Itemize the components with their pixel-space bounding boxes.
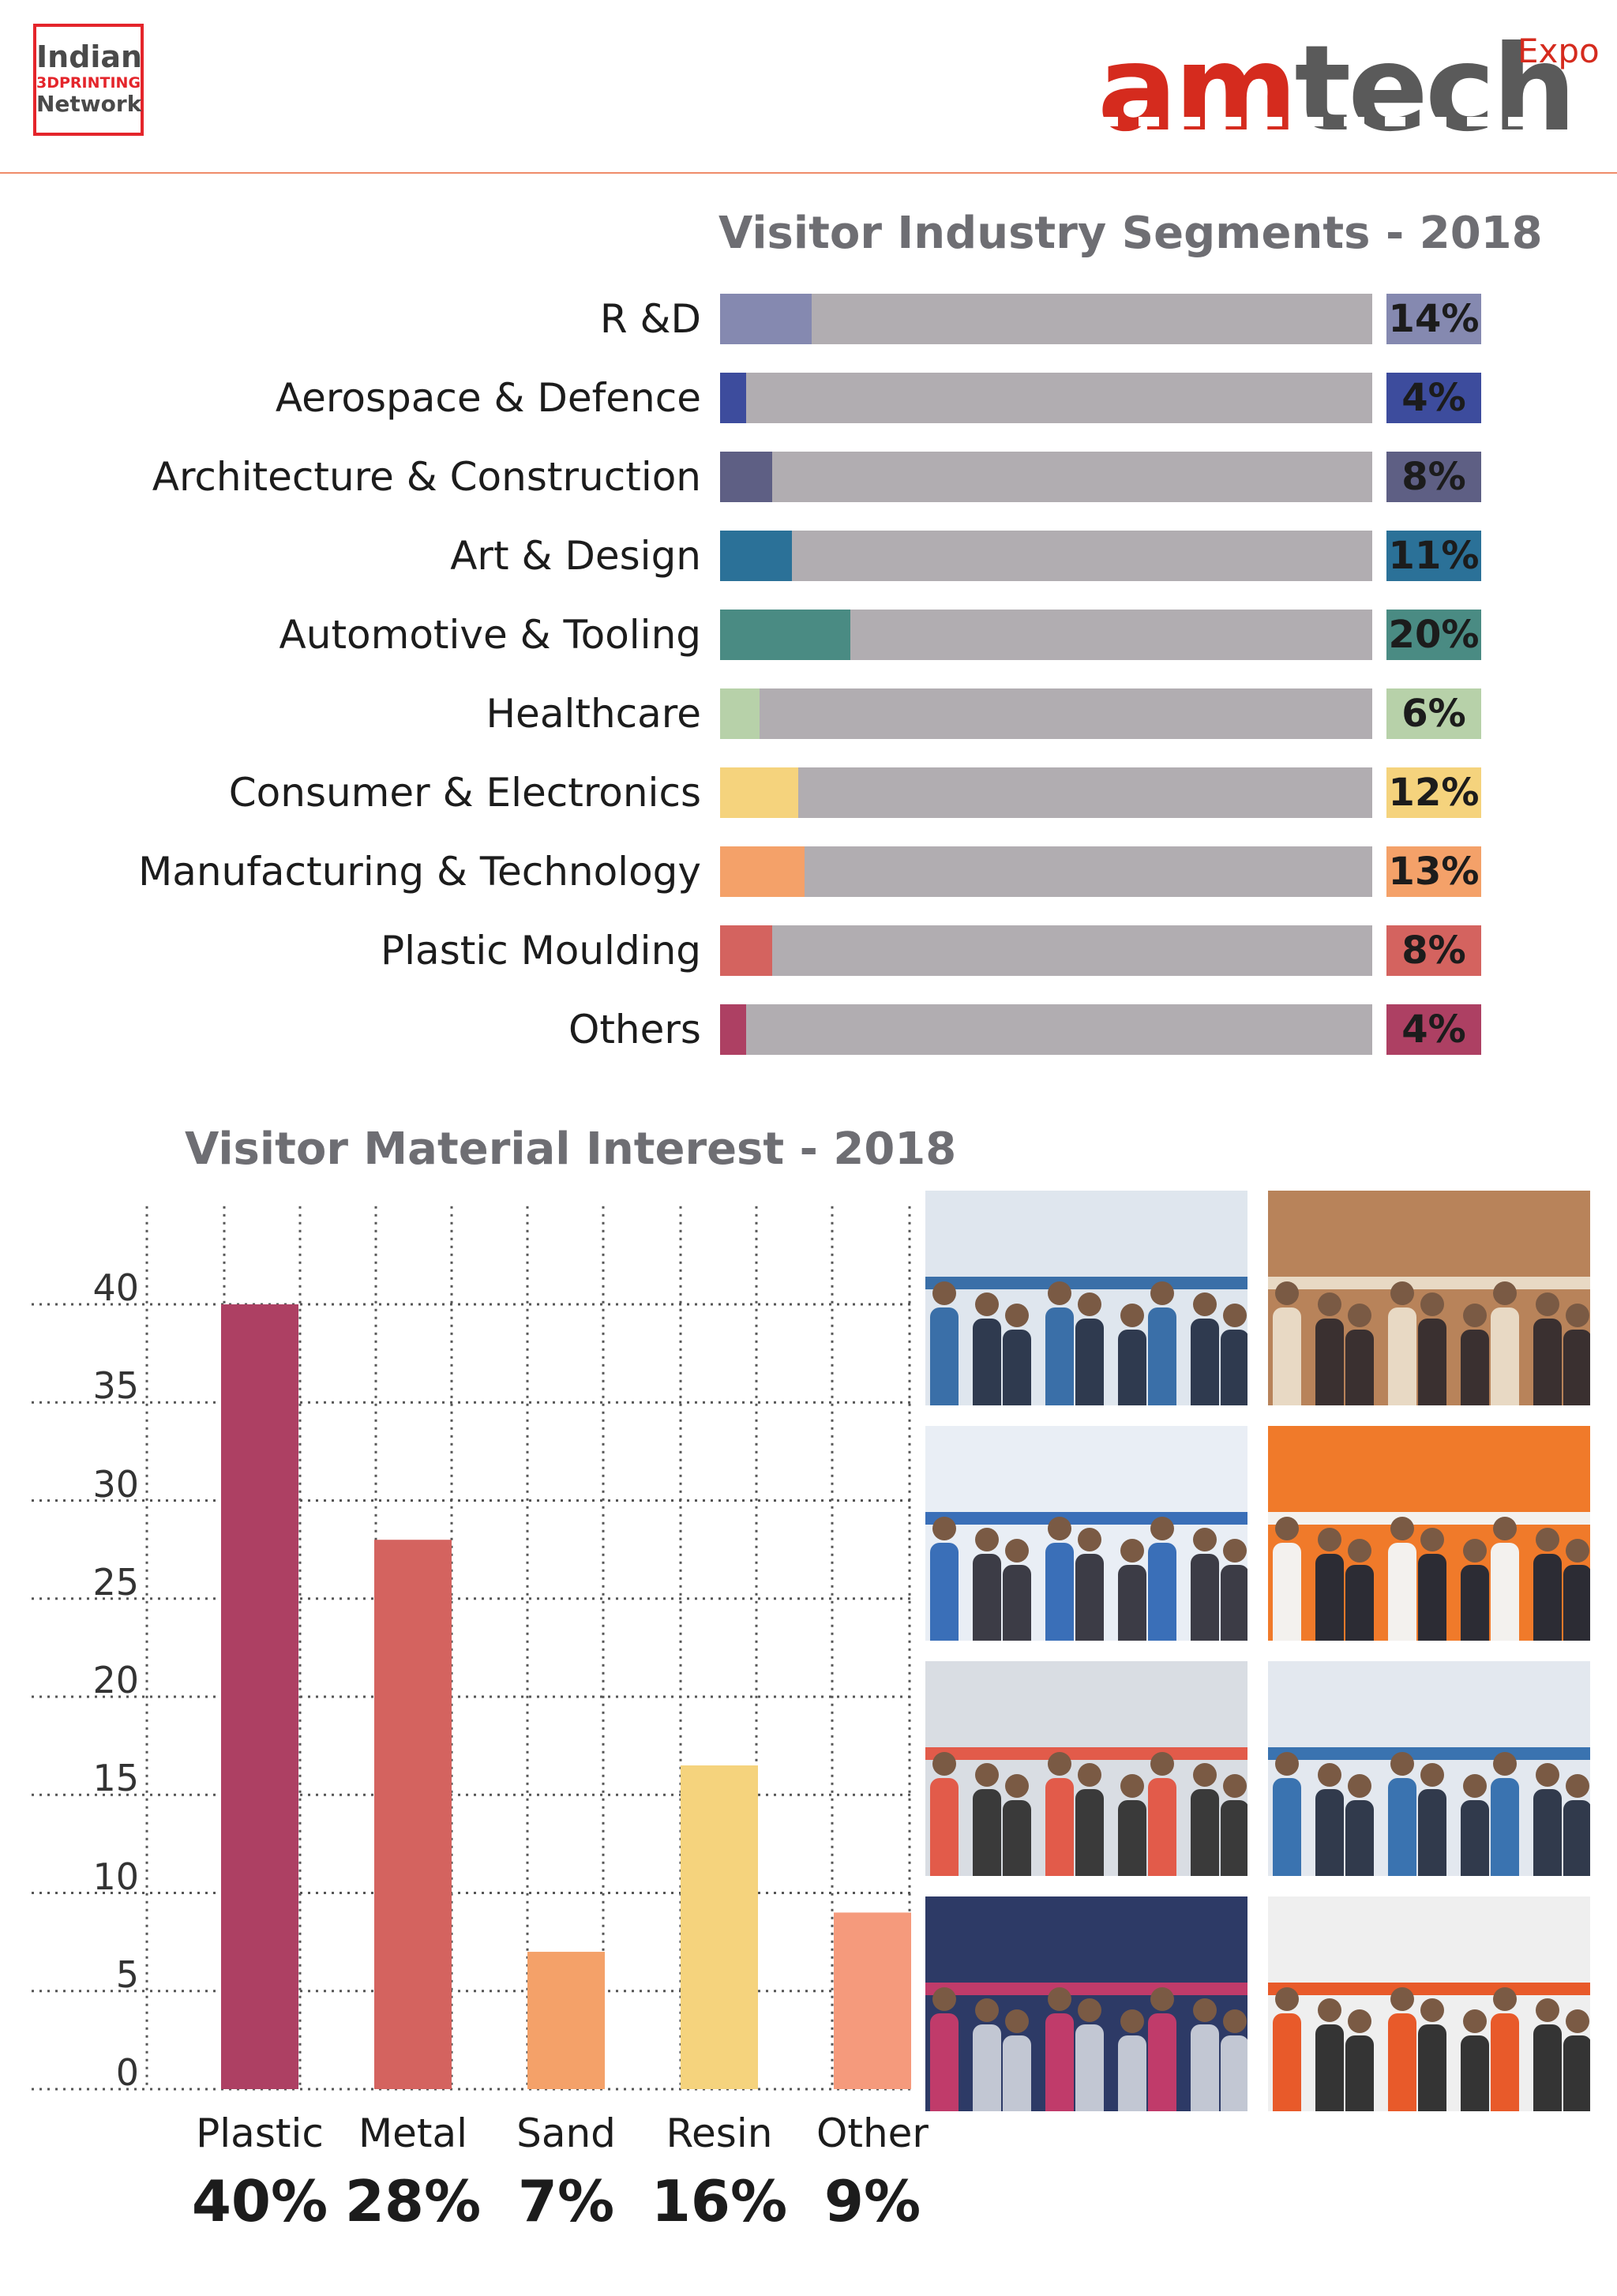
segment-bar-aerospace-defence [720, 373, 747, 423]
material-bar-metal [374, 1540, 452, 2089]
segment-track-art-design [720, 531, 1372, 581]
material-value-metal: 28% [344, 2168, 482, 2234]
expo-crowd-people-icon [930, 1281, 1247, 1405]
logo-line-2: 3DPRINTING [36, 74, 141, 92]
industry-chart-title: Visitor Industry Segments - 2018 [718, 208, 1543, 259]
brand-am: am [1097, 21, 1298, 158]
segment-bar-others [720, 1004, 747, 1055]
expo-crowd-photo [925, 1191, 1247, 1405]
y-tick-40: 40 [92, 1266, 139, 1309]
brand-wordmark: amtech [1097, 30, 1577, 148]
y-tick-20: 20 [92, 1659, 139, 1701]
y-tick-15: 15 [92, 1757, 139, 1800]
material-bar-other [834, 1912, 911, 2089]
segment-bar-r-d [720, 294, 812, 344]
segment-track-plastic-moulding [720, 925, 1372, 976]
material-chart-title: Visitor Material Interest - 2018 [185, 1124, 957, 1175]
segment-bar-architecture-construction [720, 452, 773, 502]
renishaw-booth-photo [1268, 1896, 1590, 2111]
brand-stripe [1097, 117, 1524, 126]
segment-value-consumer-electronics: 12% [1386, 767, 1481, 818]
imaginarium-booth-photo [925, 1426, 1247, 1641]
segment-value-automotive-tooling: 20% [1386, 610, 1481, 660]
y-tick-5: 5 [115, 1953, 139, 1996]
material-label-resin: Resin [666, 2110, 773, 2156]
material-label-sand: Sand [516, 2110, 616, 2156]
segment-label-architecture-construction: Architecture & Construction [152, 454, 701, 500]
brand-expo: Expo [1518, 32, 1600, 70]
segment-bar-automotive-tooling [720, 610, 851, 660]
segment-label-others: Others [568, 1007, 701, 1052]
segment-label-automotive-tooling: Automotive & Tooling [279, 612, 701, 658]
material-label-other: Other [816, 2110, 929, 2156]
y-tick-35: 35 [92, 1364, 139, 1408]
segment-track-aerospace-defence [720, 373, 1372, 423]
material-value-resin: 16% [651, 2168, 788, 2234]
segment-label-healthcare: Healthcare [486, 691, 701, 737]
y-tick-10: 10 [92, 1855, 139, 1898]
segment-track-r-d [720, 294, 1372, 344]
segment-value-art-design: 11% [1386, 531, 1481, 581]
demo-table-people-icon [930, 1752, 1247, 1876]
y-tick-25: 25 [92, 1560, 139, 1604]
conference-audience-photo [1268, 1191, 1590, 1405]
segment-label-art-design: Art & Design [450, 533, 701, 579]
srt-booth-photo [925, 1896, 1247, 2111]
segment-track-consumer-electronics [720, 767, 1372, 818]
demo-table-photo [925, 1661, 1247, 1876]
segment-track-manufacturing-technology [720, 846, 1372, 897]
logo-line-3: Network [36, 91, 142, 117]
material-bar-plastic [221, 1304, 298, 2089]
segment-value-healthcare: 6% [1386, 688, 1481, 739]
material-value-plastic: 40% [191, 2168, 328, 2234]
amtech-expo-logo: amtech Expo [1097, 16, 1603, 148]
expo-crowd-photo-2 [1268, 1661, 1590, 1876]
conference-audience-people-icon [1273, 1281, 1590, 1405]
segment-value-others: 4% [1386, 1004, 1481, 1055]
segment-label-consumer-electronics: Consumer & Electronics [228, 770, 701, 816]
segment-label-manufacturing-technology: Manufacturing & Technology [138, 849, 701, 895]
y-tick-30: 30 [92, 1462, 139, 1506]
material-bar-resin [681, 1765, 758, 2089]
segment-bar-healthcare [720, 688, 760, 739]
material-bar-sand [527, 1952, 605, 2089]
segment-label-plastic-moulding: Plastic Moulding [381, 928, 701, 974]
segment-value-r-d: 14% [1386, 294, 1481, 344]
segment-bar-art-design [720, 531, 792, 581]
header-divider [0, 172, 1617, 174]
segment-bar-consumer-electronics [720, 767, 799, 818]
material-label-plastic: Plastic [196, 2110, 324, 2156]
material-chart-plot [32, 1206, 916, 2091]
y-tick-0: 0 [115, 2051, 139, 2094]
segment-value-plastic-moulding: 8% [1386, 925, 1481, 976]
segment-value-aerospace-defence: 4% [1386, 373, 1481, 423]
orange-booth-people-icon [1273, 1517, 1590, 1641]
orange-booth-photo [1268, 1426, 1590, 1641]
indian-3dprinting-network-logo: Indian 3DPRINTING Network [33, 24, 144, 136]
segment-track-healthcare [720, 688, 1372, 739]
brand-tech: tech [1294, 21, 1577, 158]
expo-crowd-2-people-icon [1273, 1752, 1590, 1876]
material-label-metal: Metal [358, 2110, 468, 2156]
segment-track-architecture-construction [720, 452, 1372, 502]
segment-bar-manufacturing-technology [720, 846, 805, 897]
logo-line-1: Indian [36, 39, 143, 74]
segment-label-r-d: R &D [599, 296, 701, 342]
imaginarium-booth-people-icon [930, 1517, 1247, 1641]
segment-value-architecture-construction: 8% [1386, 452, 1481, 502]
segment-label-aerospace-defence: Aerospace & Defence [275, 375, 701, 421]
material-value-sand: 7% [517, 2168, 615, 2234]
renishaw-booth-people-icon [1273, 1987, 1590, 2111]
segment-bar-plastic-moulding [720, 925, 773, 976]
segment-value-manufacturing-technology: 13% [1386, 846, 1481, 897]
material-value-other: 9% [824, 2168, 921, 2234]
segment-track-others [720, 1004, 1372, 1055]
srt-booth-people-icon [930, 1987, 1247, 2111]
